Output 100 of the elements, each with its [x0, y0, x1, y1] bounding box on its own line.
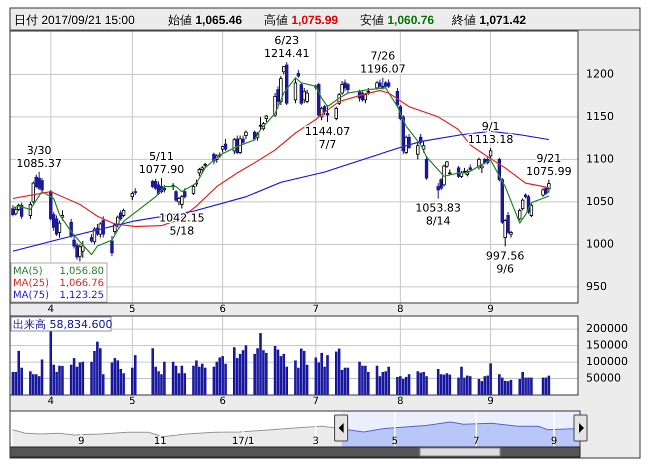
candlestick [183, 188, 186, 199]
bar [151, 348, 154, 395]
bar [544, 378, 548, 395]
y-tick-label: 150000 [586, 338, 628, 352]
candlestick [11, 204, 15, 217]
y-tick-label: 200000 [586, 322, 628, 336]
candlestick [20, 202, 24, 220]
y-tick-label: 1000 [586, 237, 614, 250]
bar [32, 374, 35, 395]
chart-title: 出来高 58,834.600 [13, 318, 112, 331]
annotation: 9/21 1075.99 [526, 152, 572, 178]
bar [422, 372, 425, 395]
bar [460, 366, 463, 395]
x-tick-label: 5 [392, 436, 398, 447]
candlestick [300, 82, 303, 106]
candlestick [102, 216, 105, 238]
x-tick-label: 8 [397, 396, 404, 407]
x-tick-label: 7 [312, 396, 320, 407]
bar [200, 364, 204, 395]
bar [338, 348, 340, 395]
bar [174, 366, 178, 395]
bar [17, 350, 20, 395]
annotation: 6/23 1214.41 [264, 34, 310, 60]
bar [358, 362, 361, 395]
x-tick-label: 9 [550, 436, 558, 447]
bar [114, 358, 116, 395]
bar [478, 378, 480, 395]
candlestick [34, 174, 38, 189]
bar [419, 372, 422, 395]
bar [334, 352, 338, 395]
x-tick-label: 9 [78, 436, 84, 447]
text: 始値 1,065.46 [168, 13, 242, 27]
text: 高値 1,075.99 [264, 13, 338, 27]
bar [500, 378, 504, 395]
x-tick-label: 8 [397, 304, 404, 315]
bar [259, 333, 262, 395]
bar [446, 373, 448, 395]
bar [364, 366, 367, 395]
bar [49, 330, 52, 395]
bar [274, 346, 276, 395]
candlestick [506, 212, 510, 235]
bar [82, 362, 84, 395]
candlestick [81, 240, 85, 258]
bar [34, 374, 38, 395]
candlestick [37, 171, 41, 190]
bar [361, 366, 364, 395]
bar [504, 380, 506, 395]
bar [404, 376, 408, 395]
bar [506, 381, 510, 395]
bar [468, 376, 472, 395]
annotation: 1144.07 7/7 [304, 124, 350, 151]
candlestick [305, 89, 309, 104]
bar [195, 360, 198, 395]
candlestick [192, 184, 196, 196]
candlestick [334, 106, 338, 121]
bar [238, 354, 242, 395]
candlestick [238, 135, 242, 155]
candlestick [326, 104, 330, 122]
bar [300, 348, 303, 395]
candlestick [294, 77, 298, 104]
bar [314, 357, 318, 395]
text: MA(5) 1,056.80 [13, 266, 104, 277]
y-tick-label: 50000 [586, 372, 621, 385]
bar [498, 374, 501, 395]
bar [294, 360, 297, 395]
y-tick-label: 1200 [586, 67, 614, 80]
bar [218, 357, 222, 395]
bar [466, 376, 469, 395]
bar [542, 378, 544, 395]
candlestick [180, 194, 184, 210]
bar [276, 350, 280, 395]
candlestick [32, 180, 36, 204]
bar [134, 355, 137, 395]
bar [425, 376, 428, 395]
bar [116, 360, 120, 395]
annotation: 997.56 9/6 [486, 249, 524, 276]
x-tick-label: 4 [48, 396, 54, 407]
x-tick-label: 3 [312, 436, 319, 447]
bar [376, 366, 378, 395]
bar [530, 378, 533, 395]
candlestick [279, 76, 283, 106]
y-tick-label: 1150 [586, 110, 614, 123]
bar [72, 358, 76, 395]
x-tick-label: 17/1 [232, 436, 254, 447]
y-tick-label: 1050 [586, 194, 614, 208]
bar [110, 362, 114, 395]
bar [399, 376, 402, 395]
y-tick-label: 1100 [586, 152, 614, 166]
bar [387, 366, 390, 395]
annotation: 3/30 1085.37 [16, 144, 62, 170]
text: MA(25) 1,066.76 [13, 278, 104, 289]
bar [12, 372, 14, 395]
bar [163, 362, 166, 395]
bar [172, 362, 174, 395]
candlestick [54, 214, 58, 236]
candlestick [118, 210, 122, 222]
x-tick-label: 6 [219, 396, 226, 407]
y-tick-label: 100000 [586, 355, 628, 368]
bar [96, 342, 99, 395]
candlestick [456, 166, 460, 179]
